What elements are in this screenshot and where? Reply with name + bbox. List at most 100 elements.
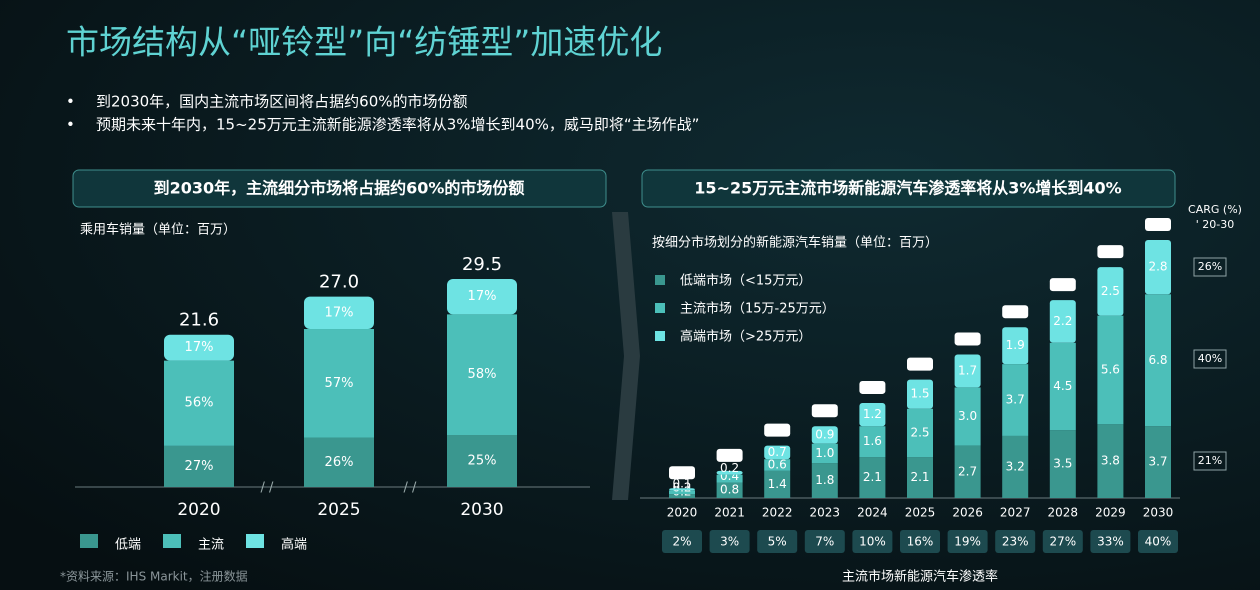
- penetration-box: [852, 530, 893, 553]
- penetration-label: 10%: [859, 535, 886, 549]
- segment-label: 2.2: [1053, 314, 1072, 328]
- penetration-box: [900, 530, 940, 553]
- bar-segment: [164, 445, 234, 487]
- segment-label: 0.2: [720, 461, 739, 475]
- bar-segment: [716, 470, 743, 475]
- penetration-label: 19%: [954, 535, 981, 549]
- legend-swatch: [655, 331, 665, 341]
- penetration-box: [757, 530, 798, 553]
- total-label: 27.0: [319, 272, 359, 293]
- x-tick-label: 2020: [177, 500, 220, 520]
- bullet: 到2030年，国内主流市场区间将占据约60%的市场份额: [96, 93, 468, 111]
- x-tick-label: 2030: [460, 500, 503, 520]
- legend-swatch: [655, 303, 665, 313]
- segment-label: 57%: [325, 376, 354, 391]
- bar-segment: [811, 463, 838, 498]
- legend-label: 主流市场（15万-25万元）: [680, 301, 835, 317]
- segment-label: 58%: [468, 367, 497, 382]
- blank-label: [669, 466, 695, 480]
- blank-label: [954, 332, 981, 346]
- blank-label: [1145, 217, 1171, 231]
- segment-label: 1.4: [768, 477, 787, 491]
- penetration-label: 3%: [720, 535, 739, 549]
- x-tick-label: 2028: [1048, 506, 1079, 520]
- x-tick-label: 2025: [905, 506, 936, 520]
- segment-label: 3.0: [958, 409, 977, 423]
- slide-title: 市场结构从“哑铃型”向“纺锤型”加速优化: [66, 23, 662, 62]
- legend-swatch: [163, 534, 181, 548]
- bar-segment: [954, 354, 981, 388]
- bar-segment: [859, 457, 886, 498]
- x-tick-label: 2030: [1143, 506, 1174, 520]
- legend-label: 主流: [198, 538, 224, 553]
- segment-label: 2.5: [910, 426, 929, 440]
- segment-label: 2.1: [910, 470, 929, 484]
- cagr-period: ' 20-30: [1196, 218, 1234, 231]
- bar-segment: [164, 360, 234, 446]
- bar-segment: [811, 426, 838, 444]
- segment-label: 4.5: [1053, 379, 1072, 393]
- segment-label: 26%: [325, 455, 354, 470]
- bar-segment: [1097, 267, 1124, 316]
- bar-segment: [1049, 300, 1076, 343]
- segment-label: 0.6: [768, 457, 787, 471]
- bar-segment: [907, 457, 933, 498]
- cagr-label: 26%: [1198, 260, 1222, 273]
- segment-label: 5.6: [1101, 362, 1120, 376]
- segment-label: 1.7: [958, 363, 977, 377]
- panel-header: [641, 169, 1176, 208]
- bar-segment: [716, 482, 743, 498]
- segment-label: 0.1: [672, 477, 691, 491]
- bar-segment: [669, 488, 695, 491]
- bar-segment: [764, 470, 791, 498]
- segment-label: 3.8: [1101, 454, 1120, 468]
- bar-segment: [304, 296, 374, 330]
- x-tick-label: 2027: [1000, 506, 1031, 520]
- bullet-dot: •: [66, 116, 75, 134]
- bullet-dot: •: [66, 93, 75, 111]
- bar-segment: [669, 490, 695, 495]
- bar-segment: [811, 443, 838, 464]
- penetration-box: [804, 530, 845, 553]
- segment-label: 0.9: [815, 427, 834, 441]
- bar-segment: [1145, 294, 1171, 427]
- segment-label: 3.7: [1148, 455, 1167, 469]
- bar-segment: [164, 334, 234, 361]
- axis-break: / /: [261, 481, 275, 496]
- bar-segment: [1002, 435, 1029, 498]
- legend-label: 高端市场（>25万元）: [680, 329, 811, 345]
- legend-label: 低端市场（<15万元）: [680, 273, 811, 289]
- segment-label: 0.7: [768, 445, 787, 459]
- cagr-title: CARG (%): [1188, 203, 1242, 216]
- segment-label: 3.7: [1006, 393, 1025, 407]
- segment-label: 25%: [468, 454, 497, 469]
- bar-segment: [1145, 426, 1171, 498]
- cagr-box: [1193, 349, 1227, 369]
- blank-label: [811, 404, 838, 418]
- segment-label: 17%: [185, 340, 214, 355]
- total-label: 21.6: [179, 310, 219, 331]
- blank-label: [1049, 278, 1076, 292]
- bar-segment: [1145, 239, 1171, 295]
- penetration-label: 5%: [768, 535, 787, 549]
- segment-label: 2.1: [863, 470, 882, 484]
- chart-subtitle: 按细分市场划分的新能源汽车销量（单位：百万）: [652, 235, 938, 251]
- penetration-box: [1090, 530, 1131, 553]
- x-tick-label: 2026: [952, 506, 983, 520]
- bar-segment: [764, 459, 791, 471]
- bar-segment: [304, 437, 374, 487]
- segment-label: 1.8: [815, 473, 834, 487]
- legend-swatch: [655, 275, 665, 285]
- source: *资料来源：IHS Markit，注册数据: [60, 569, 248, 584]
- penetration-label: 7%: [815, 535, 834, 549]
- bar-segment: [669, 494, 695, 498]
- segment-label: 56%: [185, 396, 214, 411]
- bar-segment: [447, 435, 517, 487]
- bar-segment: [859, 426, 886, 458]
- penetration-box: [662, 530, 702, 553]
- bar-segment: [447, 279, 517, 315]
- penetration-label: 33%: [1097, 535, 1124, 549]
- bar-segment: [716, 474, 743, 483]
- segment-label: 17%: [468, 289, 497, 304]
